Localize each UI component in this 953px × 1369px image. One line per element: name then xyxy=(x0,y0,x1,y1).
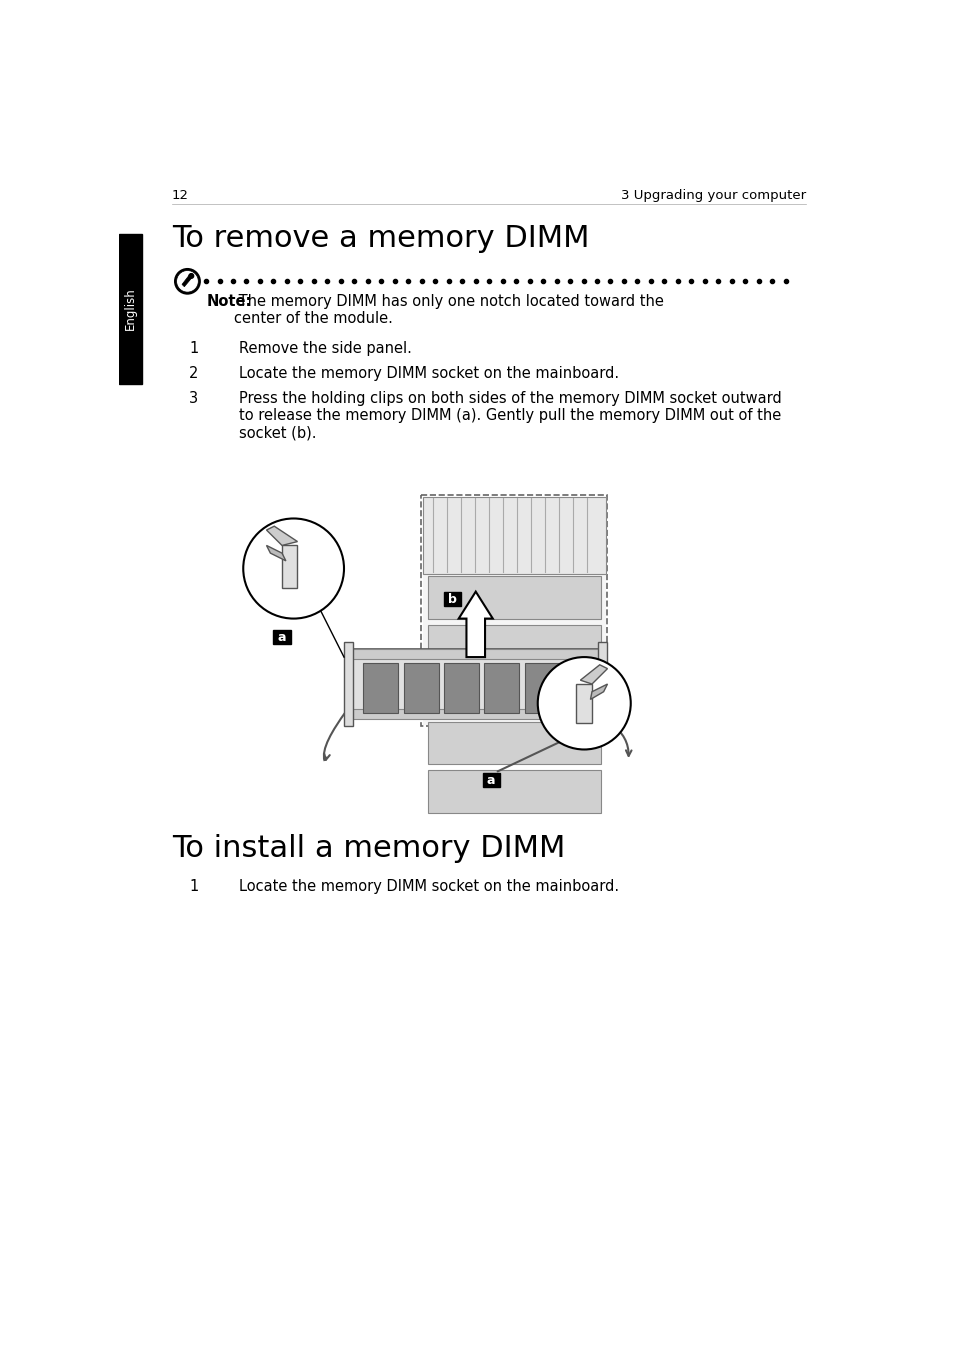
Text: b: b xyxy=(448,593,456,606)
Bar xyxy=(348,649,603,658)
Bar xyxy=(427,674,600,716)
Bar xyxy=(348,649,603,719)
Text: 1: 1 xyxy=(189,879,198,894)
Bar xyxy=(482,773,499,787)
Bar xyxy=(443,593,460,606)
Bar xyxy=(598,642,607,727)
Text: To install a memory DIMM: To install a memory DIMM xyxy=(172,834,565,864)
Circle shape xyxy=(176,271,198,292)
Polygon shape xyxy=(458,591,493,657)
Bar xyxy=(274,630,291,643)
Bar xyxy=(344,642,353,727)
Bar xyxy=(427,624,600,667)
Text: Remove the side panel.: Remove the side panel. xyxy=(239,341,412,356)
Circle shape xyxy=(189,274,193,278)
Text: a: a xyxy=(277,631,286,643)
Polygon shape xyxy=(266,545,286,561)
Bar xyxy=(348,709,603,719)
Bar xyxy=(564,663,587,713)
Bar xyxy=(427,771,600,813)
Bar xyxy=(484,663,518,713)
Text: 1: 1 xyxy=(189,341,198,356)
Bar xyxy=(119,234,142,383)
Bar xyxy=(443,663,478,713)
Text: 3 Upgrading your computer: 3 Upgrading your computer xyxy=(620,189,805,201)
Bar xyxy=(282,545,297,587)
Text: Locate the memory DIMM socket on the mainboard.: Locate the memory DIMM socket on the mai… xyxy=(239,879,618,894)
Text: 2: 2 xyxy=(189,366,198,381)
Text: Note:: Note: xyxy=(207,293,252,308)
Text: a: a xyxy=(486,773,495,787)
Polygon shape xyxy=(579,665,607,684)
Polygon shape xyxy=(182,274,192,286)
Text: Press the holding clips on both sides of the memory DIMM socket outward
to relea: Press the holding clips on both sides of… xyxy=(239,390,781,441)
Text: 3: 3 xyxy=(189,390,198,405)
Circle shape xyxy=(243,519,344,619)
Bar xyxy=(524,663,558,713)
Circle shape xyxy=(537,657,630,749)
Bar xyxy=(427,721,600,764)
Circle shape xyxy=(174,268,199,293)
Bar xyxy=(422,497,605,574)
Text: The memory DIMM has only one notch located toward the
center of the module.: The memory DIMM has only one notch locat… xyxy=(233,293,663,326)
Bar xyxy=(427,576,600,619)
Text: English: English xyxy=(124,287,137,330)
Text: 12: 12 xyxy=(172,189,189,201)
Polygon shape xyxy=(590,684,607,700)
Polygon shape xyxy=(266,526,297,545)
Bar xyxy=(403,663,438,713)
Bar xyxy=(421,496,607,727)
Bar xyxy=(363,663,397,713)
Text: To remove a memory DIMM: To remove a memory DIMM xyxy=(172,225,589,253)
Bar xyxy=(576,684,592,723)
Bar xyxy=(422,497,605,724)
Text: Locate the memory DIMM socket on the mainboard.: Locate the memory DIMM socket on the mai… xyxy=(239,366,618,381)
